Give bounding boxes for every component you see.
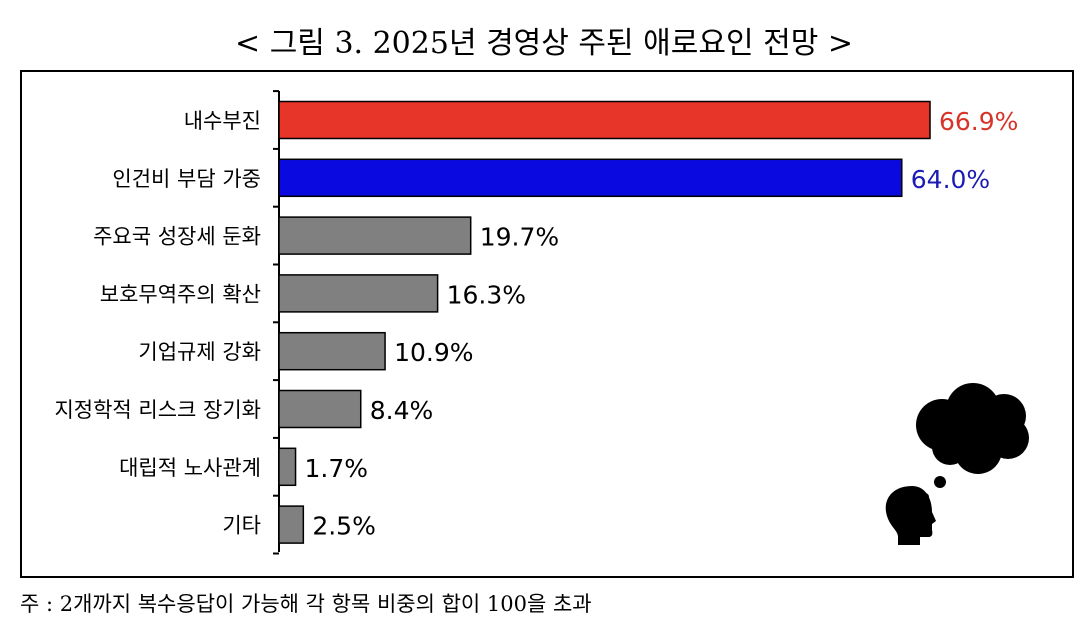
value-label: 8.4%: [370, 396, 434, 425]
chart-title: < 그림 3. 2025년 경영상 주된 애로요인 전망 >: [235, 26, 853, 61]
bar: [278, 100, 931, 140]
category-label: 보호무역주의 확산: [100, 282, 261, 306]
bar: [278, 447, 297, 487]
value-label: 2.5%: [312, 512, 376, 541]
bar: [278, 331, 386, 371]
category-label: 인건비 부담 가중: [112, 167, 261, 191]
footnote: 주 : 2개까지 복수응답이 가능해 각 항목 비중의 합이 100을 초과: [20, 592, 592, 616]
thinking-head-icon: [885, 383, 1029, 545]
bar: [278, 216, 472, 255]
category-label: 기업규제 강화: [138, 340, 261, 364]
category-label: 대립적 노사관계: [119, 456, 261, 480]
value-label: 19.7%: [480, 223, 559, 252]
value-label: 66.9%: [939, 107, 1018, 136]
value-label: 64.0%: [911, 165, 990, 194]
value-label: 16.3%: [447, 280, 526, 309]
value-label: 1.7%: [305, 454, 369, 483]
value-label: 10.9%: [394, 338, 473, 367]
category-label: 기타: [222, 514, 261, 538]
bar: [278, 505, 305, 544]
bar: [278, 389, 362, 429]
bar: [278, 274, 439, 313]
bar: [278, 158, 903, 198]
category-label: 주요국 성장세 둔화: [93, 225, 261, 249]
category-label: 내수부진: [184, 109, 261, 133]
category-label: 지정학적 리스크 장기화: [54, 398, 261, 422]
chart-frame: [20, 70, 1074, 578]
